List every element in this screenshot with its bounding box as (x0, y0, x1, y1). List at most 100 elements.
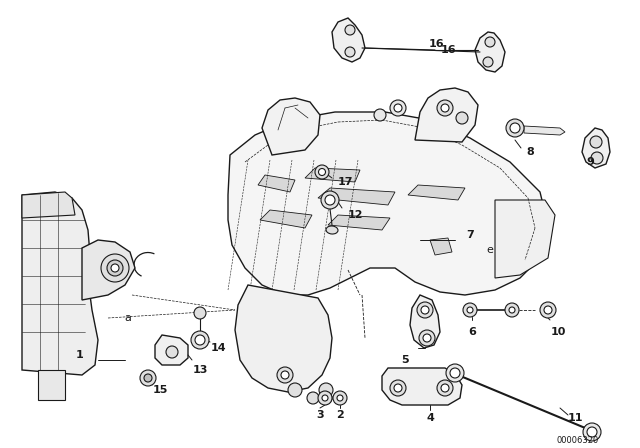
Circle shape (421, 306, 429, 314)
Circle shape (337, 395, 343, 401)
Circle shape (591, 152, 603, 164)
Polygon shape (582, 128, 610, 168)
Circle shape (325, 195, 335, 205)
Circle shape (483, 57, 493, 67)
Circle shape (446, 364, 464, 382)
Circle shape (101, 254, 129, 282)
Ellipse shape (326, 226, 338, 234)
Circle shape (315, 165, 329, 179)
Circle shape (281, 371, 289, 379)
Text: 00006320: 00006320 (557, 435, 599, 444)
Circle shape (374, 109, 386, 121)
Circle shape (166, 346, 178, 358)
Circle shape (390, 100, 406, 116)
Circle shape (333, 391, 347, 405)
Text: 4: 4 (426, 413, 434, 423)
Circle shape (394, 384, 402, 392)
Circle shape (456, 112, 468, 124)
Text: e: e (486, 245, 493, 255)
Polygon shape (235, 285, 332, 392)
Text: 16: 16 (429, 39, 445, 49)
Text: 14: 14 (210, 343, 226, 353)
Circle shape (277, 367, 293, 383)
Circle shape (191, 331, 209, 349)
Polygon shape (430, 238, 452, 255)
Circle shape (111, 264, 119, 272)
Polygon shape (495, 200, 555, 278)
Circle shape (437, 100, 453, 116)
Circle shape (441, 104, 449, 112)
Polygon shape (328, 215, 390, 230)
Circle shape (194, 307, 206, 319)
Polygon shape (22, 192, 75, 218)
Circle shape (467, 307, 473, 313)
Polygon shape (258, 175, 295, 192)
Text: 1: 1 (76, 350, 84, 360)
Circle shape (590, 136, 602, 148)
Circle shape (144, 374, 152, 382)
Circle shape (506, 119, 524, 137)
Circle shape (322, 395, 328, 401)
Text: 9: 9 (586, 157, 594, 167)
Circle shape (318, 391, 332, 405)
Circle shape (417, 302, 433, 318)
Text: a: a (125, 313, 131, 323)
Text: 10: 10 (550, 327, 566, 337)
Circle shape (321, 191, 339, 209)
Circle shape (140, 370, 156, 386)
Circle shape (307, 392, 319, 404)
Polygon shape (410, 295, 440, 348)
Circle shape (345, 47, 355, 57)
Text: 8: 8 (526, 147, 534, 157)
Circle shape (394, 104, 402, 112)
Text: 3: 3 (316, 410, 324, 420)
Polygon shape (38, 370, 65, 400)
Text: 15: 15 (152, 385, 168, 395)
Polygon shape (260, 210, 312, 228)
Circle shape (587, 427, 597, 437)
Text: 17: 17 (337, 177, 353, 187)
Polygon shape (82, 240, 135, 300)
Circle shape (583, 423, 601, 441)
Text: 13: 13 (192, 365, 208, 375)
Text: 16: 16 (440, 45, 456, 55)
Circle shape (107, 260, 123, 276)
Polygon shape (382, 368, 462, 405)
Polygon shape (228, 112, 548, 295)
Circle shape (510, 123, 520, 133)
Circle shape (509, 307, 515, 313)
Polygon shape (408, 185, 465, 200)
Circle shape (544, 306, 552, 314)
Text: 2: 2 (336, 410, 344, 420)
Circle shape (540, 302, 556, 318)
Circle shape (320, 392, 332, 404)
Circle shape (463, 303, 477, 317)
Circle shape (319, 383, 333, 397)
Circle shape (288, 383, 302, 397)
Circle shape (423, 334, 431, 342)
Circle shape (319, 168, 326, 176)
Circle shape (450, 368, 460, 378)
Polygon shape (305, 168, 360, 182)
Polygon shape (318, 188, 395, 205)
Text: 7: 7 (466, 230, 474, 240)
Circle shape (437, 380, 453, 396)
Polygon shape (155, 335, 188, 365)
Text: 6: 6 (468, 327, 476, 337)
Circle shape (485, 37, 495, 47)
Circle shape (345, 25, 355, 35)
Polygon shape (332, 18, 365, 62)
Circle shape (505, 303, 519, 317)
Text: 12: 12 (348, 210, 363, 220)
Text: 11: 11 (567, 413, 583, 423)
Polygon shape (22, 192, 98, 375)
Polygon shape (524, 126, 565, 135)
Circle shape (195, 335, 205, 345)
Circle shape (390, 380, 406, 396)
Circle shape (441, 384, 449, 392)
Polygon shape (475, 32, 505, 72)
Polygon shape (262, 98, 320, 155)
Circle shape (419, 330, 435, 346)
Polygon shape (415, 88, 478, 142)
Text: 5: 5 (401, 355, 409, 365)
